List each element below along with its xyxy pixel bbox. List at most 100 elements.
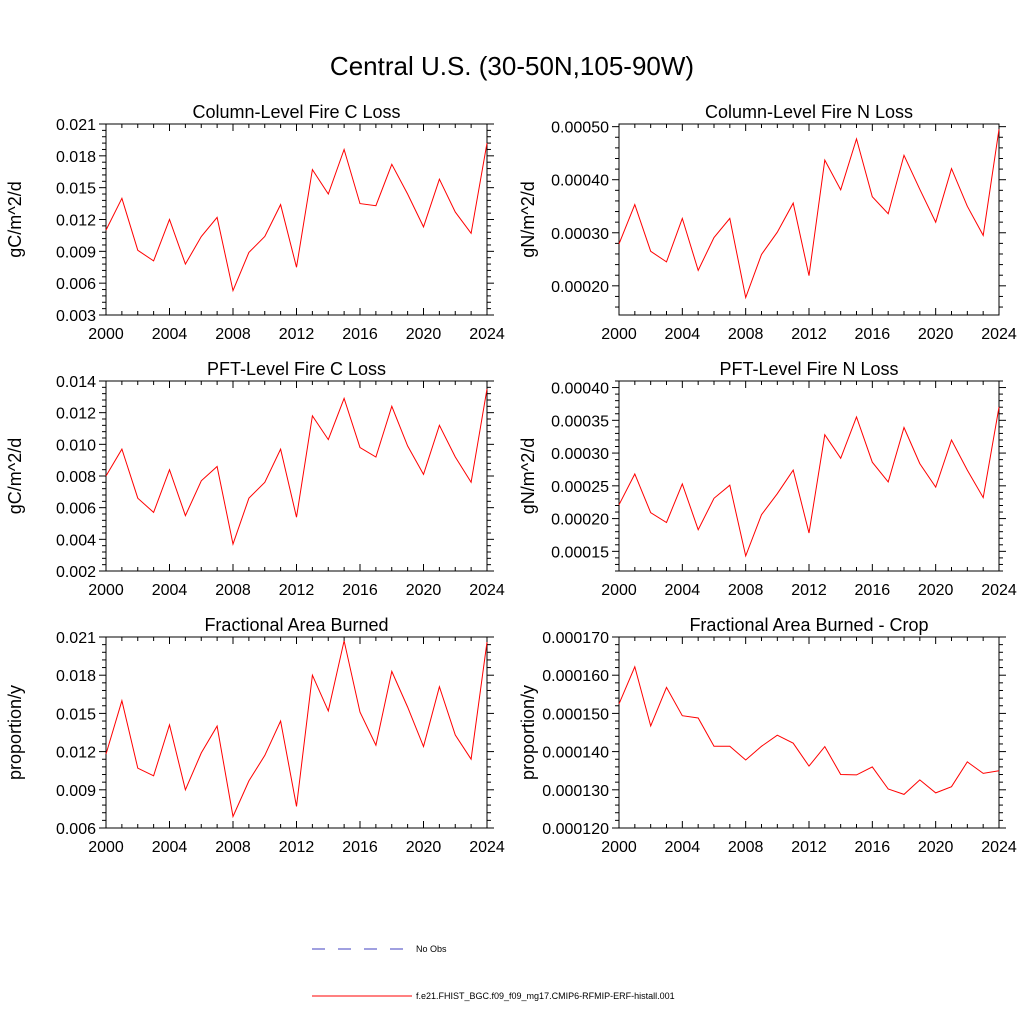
x-tick-label: 2008 [728,326,764,343]
x-tick-label: 2000 [88,582,124,599]
x-tick-label: 2016 [342,582,378,599]
plot-frame [618,123,1000,316]
x-tick-label: 2016 [855,839,891,856]
plot-frame [618,636,1000,829]
x-tick-label: 2016 [342,839,378,856]
y-tick-label: 0.00030 [551,446,609,463]
y-tick-label: 0.006 [56,821,96,838]
y-tick-label: 0.002 [56,564,96,581]
x-tick-label: 2024 [981,839,1017,856]
y-axis-label: gN/m^2/d [518,181,538,257]
x-tick-label: 2008 [728,582,764,599]
plot-frame [618,380,1000,572]
x-tick-label: 2016 [342,326,378,343]
series-line [618,665,1000,795]
y-tick-label: 0.021 [56,630,96,647]
panel-title: Column-Level Fire N Loss [705,102,913,122]
plot-frame [105,123,488,316]
panel-title: PFT-Level Fire N Loss [719,359,898,379]
x-tick-label: 2000 [88,839,124,856]
x-tick-label: 2008 [215,839,251,856]
y-tick-label: 0.004 [56,532,96,549]
x-tick-label: 2000 [601,582,637,599]
series-line [105,143,488,293]
x-tick-label: 2020 [918,839,954,856]
x-tick-label: 2024 [469,582,505,599]
series-line [105,640,488,819]
x-tick-label: 2016 [855,582,891,599]
x-tick-label: 2008 [215,582,251,599]
y-tick-label: 0.015 [56,181,96,198]
y-tick-label: 0.012 [56,213,96,230]
panel-title: PFT-Level Fire C Loss [207,359,386,379]
plot-frame [105,636,488,829]
y-tick-label: 0.000140 [542,745,609,762]
y-axis-label: gC/m^2/d [5,438,25,514]
panel-title: Fractional Area Burned [204,615,388,635]
y-tick-label: 0.00040 [551,381,609,398]
x-tick-label: 2008 [728,839,764,856]
x-tick-label: 2012 [791,326,827,343]
x-tick-label: 2024 [981,582,1017,599]
series-line [618,129,1000,300]
y-axis-label: gC/m^2/d [5,181,25,257]
y-tick-label: 0.00025 [551,479,609,496]
y-tick-label: 0.00050 [551,120,609,137]
y-tick-label: 0.00020 [551,279,609,296]
y-axis-label: gN/m^2/d [518,438,538,514]
x-tick-label: 2024 [469,326,505,343]
chart-panel-5: Fractional Area Burned proportion/y 2000 20… [5,615,505,856]
y-axis-label: proportion/y [518,685,538,780]
x-tick-label: 2012 [279,839,315,856]
panel-title: Column-Level Fire C Loss [192,102,400,122]
x-tick-label: 2020 [406,326,442,343]
y-tick-label: 0.021 [56,117,96,134]
legend: No Obs f.e21.FHIST_BGC.f09_f09_mg17.CMIP… [312,944,675,1001]
legend-model-label: f.e21.FHIST_BGC.f09_f09_mg17.CMIP6-RFMIP… [416,991,675,1001]
x-tick-label: 2004 [665,326,701,343]
y-axis-label: proportion/y [5,685,25,780]
x-tick-label: 2020 [406,839,442,856]
y-tick-label: 0.00040 [551,173,609,190]
y-tick-label: 0.000120 [542,821,609,838]
x-tick-label: 2012 [279,582,315,599]
y-tick-label: 0.000130 [542,783,609,800]
x-tick-label: 2024 [469,839,505,856]
chart-panel-6: Fractional Area Burned - Crop proportion/… [518,615,1017,856]
y-tick-label: 0.000150 [542,706,609,723]
x-tick-label: 2004 [665,839,701,856]
x-tick-label: 2004 [152,839,188,856]
panel-title: Fractional Area Burned - Crop [689,615,928,635]
x-tick-label: 2004 [152,582,188,599]
y-tick-label: 0.00015 [551,544,609,561]
panels: Column-Level Fire C Loss gC/m^2/d 2000 2004… [5,102,1017,856]
x-tick-label: 2012 [791,582,827,599]
legend-obs-label: No Obs [416,944,447,954]
x-tick-label: 2004 [152,326,188,343]
x-tick-label: 2012 [279,326,315,343]
y-tick-label: 0.012 [56,406,96,423]
y-tick-label: 0.000170 [542,630,609,647]
y-tick-label: 0.018 [56,149,96,166]
x-tick-label: 2004 [665,582,701,599]
x-tick-label: 2020 [918,326,954,343]
y-tick-label: 0.008 [56,469,96,486]
y-tick-label: 0.010 [56,437,96,454]
y-tick-label: 0.00020 [551,512,609,529]
y-tick-label: 0.000160 [542,668,609,685]
x-tick-label: 2020 [406,582,442,599]
y-tick-label: 0.012 [56,745,96,762]
x-tick-label: 2020 [918,582,954,599]
x-tick-label: 2000 [88,326,124,343]
chart-panel-1: Column-Level Fire C Loss gC/m^2/d 2000 2004… [5,102,505,343]
y-tick-label: 0.009 [56,783,96,800]
figure-title: Central U.S. (30-50N,105-90W) [330,51,694,81]
y-tick-label: 0.00035 [551,413,609,430]
y-tick-label: 0.006 [56,276,96,293]
series-line [618,407,1000,558]
x-tick-label: 2016 [855,326,891,343]
chart-panel-4: PFT-Level Fire N Loss gN/m^2/d 2000 2004 200… [518,359,1017,599]
y-tick-label: 0.006 [56,501,96,518]
series-line [105,388,488,546]
